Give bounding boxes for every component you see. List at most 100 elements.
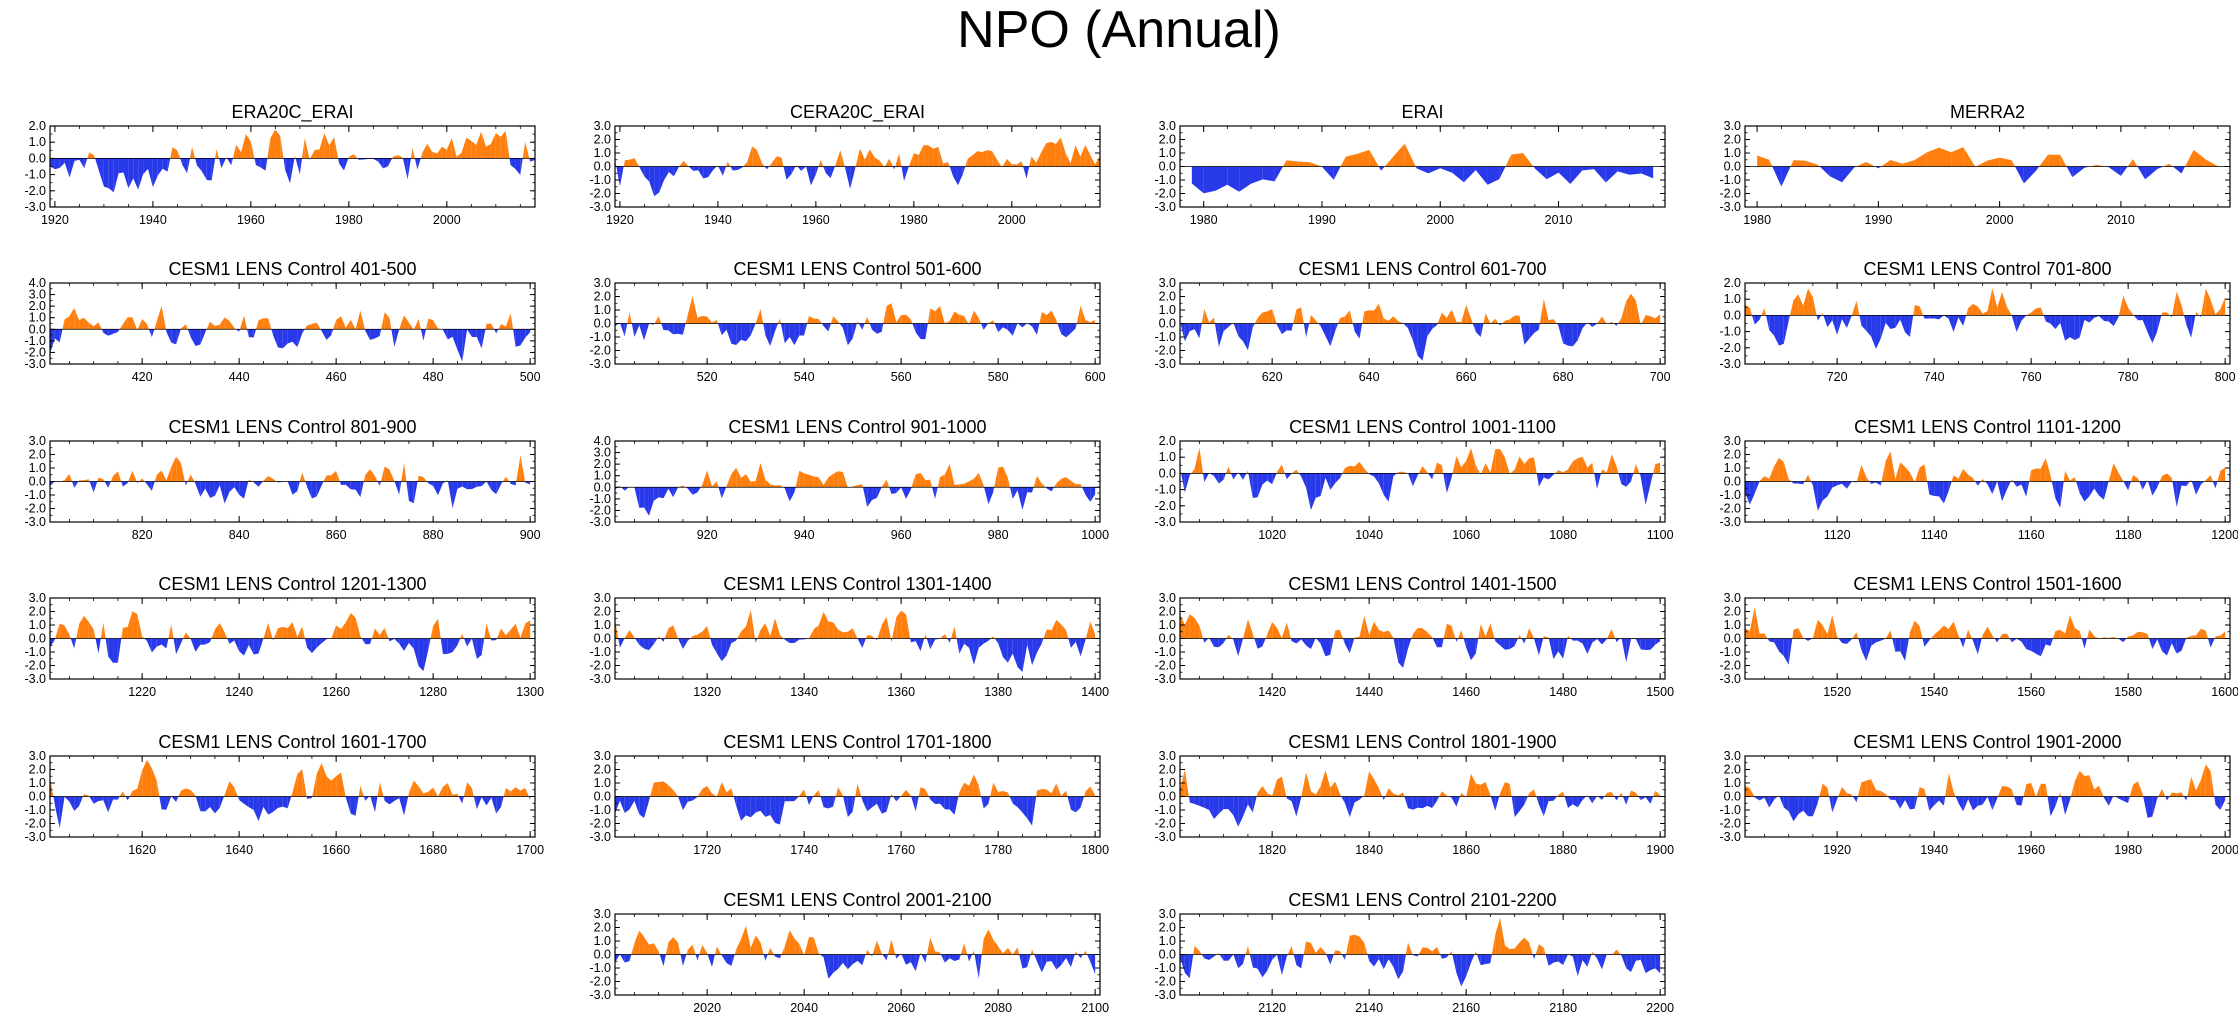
negative-area bbox=[1231, 473, 1234, 480]
positive-area bbox=[1362, 311, 1365, 324]
positive-area bbox=[1247, 945, 1250, 955]
negative-area bbox=[206, 158, 212, 181]
positive-area bbox=[623, 160, 625, 167]
negative-area bbox=[619, 166, 624, 187]
negative-area bbox=[388, 638, 390, 642]
negative-area bbox=[2166, 638, 2172, 656]
x-tick-label: 860 bbox=[326, 528, 347, 542]
negative-area bbox=[935, 796, 940, 805]
positive-area bbox=[1309, 315, 1311, 324]
negative-area bbox=[1209, 796, 1214, 820]
negative-area bbox=[726, 323, 732, 344]
positive-area bbox=[1793, 294, 1799, 316]
positive-area bbox=[180, 788, 186, 797]
positive-area bbox=[993, 636, 995, 639]
negative-area bbox=[195, 158, 197, 166]
positive-area bbox=[491, 323, 495, 330]
positive-area bbox=[319, 133, 325, 159]
x-tick-label: 1520 bbox=[1823, 685, 1851, 699]
negative-area bbox=[716, 638, 722, 662]
positive-area bbox=[1433, 462, 1438, 474]
positive-area bbox=[842, 631, 848, 639]
positive-area bbox=[2002, 291, 2007, 316]
positive-area bbox=[1856, 161, 1867, 167]
negative-area bbox=[663, 954, 666, 967]
negative-area bbox=[471, 638, 477, 659]
positive-area bbox=[446, 138, 452, 159]
negative-area bbox=[1992, 481, 1998, 495]
positive-area bbox=[1003, 948, 1008, 955]
positive-area bbox=[1383, 630, 1389, 639]
positive-area bbox=[1965, 629, 1969, 639]
positive-area bbox=[778, 318, 780, 324]
positive-area bbox=[1958, 635, 1960, 639]
positive-area bbox=[856, 321, 858, 324]
negative-area bbox=[726, 954, 732, 966]
negative-area bbox=[1769, 315, 1775, 336]
positive-area bbox=[2200, 628, 2206, 639]
positive-area bbox=[1051, 141, 1056, 167]
negative-area bbox=[1461, 954, 1467, 987]
positive-area bbox=[1388, 788, 1394, 797]
negative-area bbox=[1432, 796, 1438, 808]
positive-area bbox=[2096, 164, 2106, 167]
positive-area bbox=[683, 160, 689, 167]
negative-area bbox=[128, 158, 134, 189]
panel-title: CESM1 LENS Control 1001-1100 bbox=[1289, 417, 1556, 437]
negative-area bbox=[1538, 796, 1544, 817]
negative-area bbox=[1819, 166, 1830, 177]
positive-area bbox=[103, 622, 106, 639]
positive-area bbox=[972, 950, 974, 955]
positive-area bbox=[1354, 461, 1360, 474]
negative-area bbox=[2045, 638, 2051, 646]
positive-area bbox=[847, 628, 853, 639]
negative-area bbox=[263, 796, 269, 815]
positive-area bbox=[1527, 793, 1530, 797]
negative-area bbox=[1249, 954, 1253, 968]
positive-area bbox=[1080, 484, 1083, 488]
negative-area bbox=[1521, 638, 1525, 644]
positive-area bbox=[886, 479, 890, 488]
negative-area bbox=[889, 487, 892, 494]
negative-area bbox=[287, 329, 293, 344]
negative-area bbox=[1017, 323, 1023, 328]
positive-area bbox=[1003, 790, 1008, 797]
negative-area bbox=[194, 481, 196, 485]
y-tick-label: 0.0 bbox=[1159, 790, 1176, 804]
negative-area bbox=[64, 158, 70, 178]
panel-frame bbox=[614, 440, 1101, 523]
negative-area bbox=[2120, 166, 2128, 176]
positive-area bbox=[1745, 785, 1750, 797]
positive-area bbox=[379, 782, 384, 797]
y-tick-label: -1.0 bbox=[24, 645, 46, 659]
positive-area bbox=[1342, 468, 1345, 474]
negative-area bbox=[1629, 166, 1642, 175]
negative-area bbox=[108, 481, 111, 488]
positive-area bbox=[510, 787, 516, 797]
x-tick-label: 1840 bbox=[1355, 843, 1383, 857]
positive-area bbox=[760, 309, 764, 324]
negative-area bbox=[1538, 473, 1544, 487]
positive-area bbox=[1909, 620, 1915, 639]
positive-area bbox=[297, 769, 303, 797]
negative-area bbox=[2099, 481, 2104, 500]
negative-area bbox=[668, 323, 674, 335]
negative-area bbox=[925, 954, 927, 963]
negative-area bbox=[2128, 796, 2130, 804]
negative-area bbox=[159, 796, 162, 810]
positive-area bbox=[510, 313, 514, 330]
negative-area bbox=[980, 323, 984, 330]
negative-area bbox=[1026, 166, 1030, 179]
positive-area bbox=[891, 303, 897, 324]
y-tick-label: 2.0 bbox=[594, 605, 611, 619]
positive-area bbox=[1504, 945, 1510, 955]
negative-area bbox=[1811, 481, 1813, 486]
positive-area bbox=[1914, 152, 1927, 167]
positive-area bbox=[781, 946, 785, 955]
negative-area bbox=[894, 166, 896, 170]
negative-area bbox=[1923, 315, 1925, 319]
positive-area bbox=[476, 131, 482, 159]
negative-area bbox=[162, 158, 168, 172]
positive-area bbox=[1405, 942, 1408, 955]
negative-area bbox=[794, 638, 800, 643]
